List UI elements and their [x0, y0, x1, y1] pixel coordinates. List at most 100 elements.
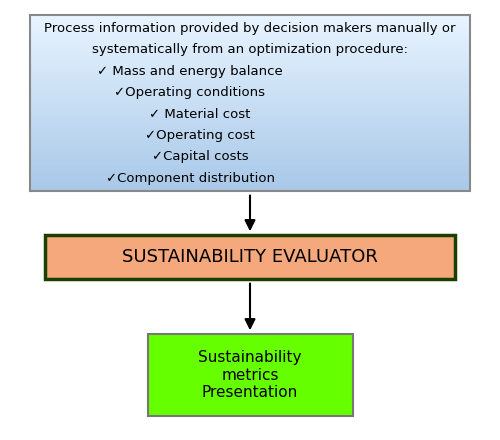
Bar — [30, 183, 470, 184]
Bar — [30, 37, 470, 38]
Bar — [30, 29, 470, 31]
Bar — [45, 235, 455, 279]
Bar — [30, 126, 470, 128]
Bar — [30, 119, 470, 121]
Bar — [30, 68, 470, 70]
Bar — [30, 139, 470, 140]
Bar — [30, 151, 470, 153]
Bar — [30, 45, 470, 47]
Bar — [30, 89, 470, 91]
Bar — [30, 15, 470, 191]
Bar — [30, 181, 470, 183]
Bar — [30, 22, 470, 24]
Bar — [30, 116, 470, 117]
Bar — [30, 88, 470, 89]
Bar — [30, 112, 470, 114]
Bar — [30, 160, 470, 161]
Bar — [30, 167, 470, 169]
Bar — [30, 26, 470, 28]
Bar — [30, 28, 470, 29]
Bar — [30, 31, 470, 33]
Bar — [30, 107, 470, 109]
Bar — [30, 24, 470, 26]
Bar — [30, 44, 470, 45]
Bar — [30, 93, 470, 95]
Bar — [30, 82, 470, 84]
Bar — [30, 144, 470, 146]
Bar — [30, 95, 470, 96]
Text: ✓Operating conditions: ✓Operating conditions — [114, 86, 266, 99]
Bar — [30, 149, 470, 151]
Bar — [30, 40, 470, 42]
Bar — [30, 123, 470, 125]
Bar — [30, 96, 470, 98]
Bar — [30, 158, 470, 160]
Bar — [30, 56, 470, 58]
Bar — [30, 154, 470, 156]
Bar — [30, 59, 470, 61]
Bar — [30, 21, 470, 22]
Bar — [30, 146, 470, 147]
Bar — [30, 153, 470, 154]
Bar — [30, 114, 470, 116]
Bar — [30, 17, 470, 19]
Bar — [30, 35, 470, 37]
Bar — [30, 15, 470, 17]
Bar — [30, 186, 470, 188]
Bar — [30, 81, 470, 82]
Bar — [30, 19, 470, 21]
Bar — [30, 121, 470, 123]
Text: ✓Component distribution: ✓Component distribution — [106, 172, 274, 185]
Bar — [30, 91, 470, 93]
Text: ✓Operating cost: ✓Operating cost — [145, 129, 255, 142]
Bar — [30, 130, 470, 132]
Bar — [30, 54, 470, 56]
Bar — [30, 117, 470, 119]
Bar — [30, 77, 470, 79]
Bar — [30, 86, 470, 88]
Text: ✓ Mass and energy balance: ✓ Mass and energy balance — [97, 65, 283, 78]
Bar — [30, 109, 470, 110]
Bar — [30, 110, 470, 112]
Bar — [30, 174, 470, 176]
Bar — [30, 100, 470, 102]
Bar — [30, 98, 470, 100]
Bar — [30, 61, 470, 63]
Bar — [30, 184, 470, 186]
Bar — [30, 42, 470, 44]
Bar — [30, 190, 470, 191]
Bar — [30, 58, 470, 59]
Bar — [30, 140, 470, 142]
Bar — [30, 47, 470, 49]
Bar — [30, 163, 470, 165]
Bar — [30, 103, 470, 105]
Bar — [30, 188, 470, 190]
Text: SUSTAINABILITY EVALUATOR: SUSTAINABILITY EVALUATOR — [122, 249, 378, 266]
Bar — [30, 52, 470, 54]
Bar — [30, 177, 470, 179]
Bar — [148, 334, 352, 416]
Bar — [30, 63, 470, 65]
Bar — [30, 142, 470, 144]
Bar — [30, 51, 470, 52]
Bar — [30, 38, 470, 40]
Bar — [30, 125, 470, 126]
Bar — [30, 105, 470, 107]
Bar — [30, 84, 470, 86]
Bar — [30, 135, 470, 137]
Bar — [30, 33, 470, 35]
Bar — [30, 169, 470, 170]
Text: ✓Capital costs: ✓Capital costs — [152, 150, 248, 163]
Bar — [30, 132, 470, 133]
Bar — [30, 133, 470, 135]
Text: Process information provided by decision makers manually or: Process information provided by decision… — [44, 22, 456, 35]
Bar — [30, 65, 470, 66]
Bar — [30, 128, 470, 130]
Bar — [30, 72, 470, 73]
Bar — [30, 176, 470, 177]
Text: Sustainability
metrics
Presentation: Sustainability metrics Presentation — [198, 350, 302, 400]
Bar — [30, 179, 470, 181]
Bar — [30, 156, 470, 158]
Bar — [30, 161, 470, 163]
Bar — [30, 147, 470, 149]
